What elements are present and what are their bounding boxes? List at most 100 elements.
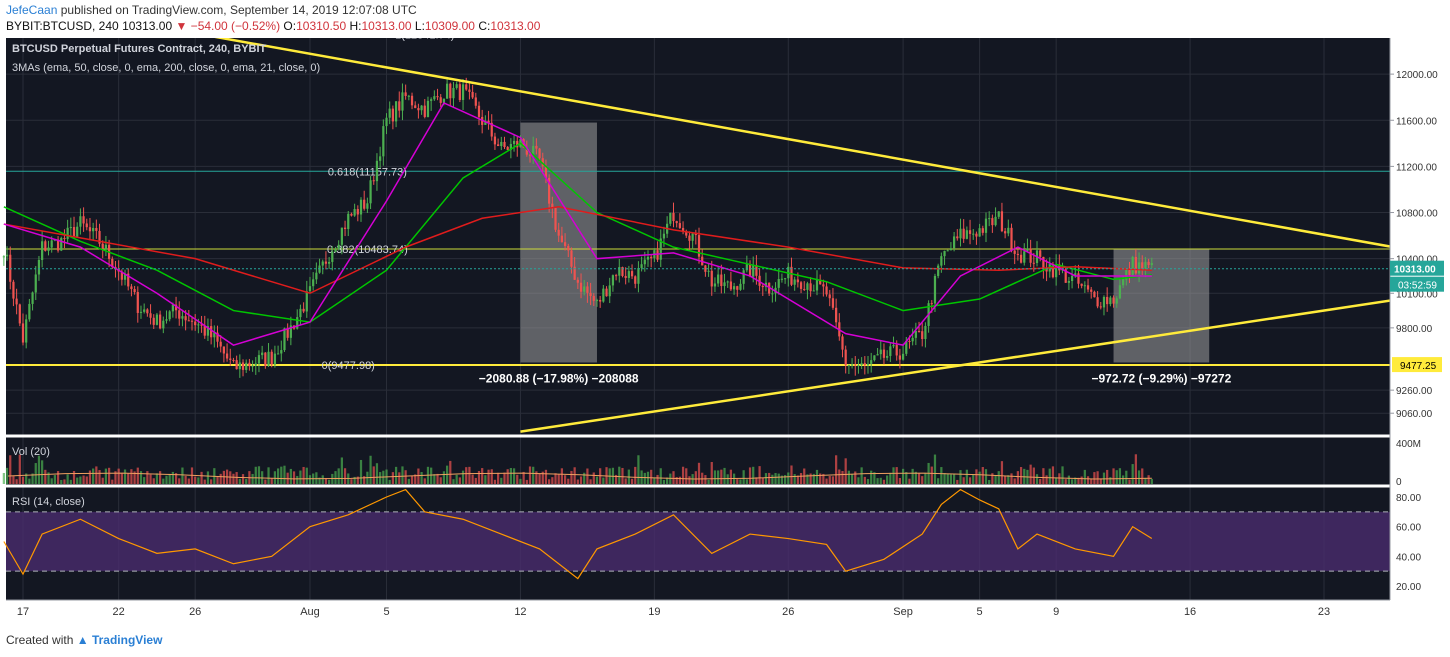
- volume-bar: [1144, 477, 1147, 484]
- volume-bar: [117, 468, 120, 484]
- time-tick-label: 26: [189, 606, 201, 618]
- candle-body: [1070, 275, 1074, 281]
- rsi-pane: [3, 488, 1390, 580]
- volume-bar: [1013, 478, 1016, 484]
- candle-body: [60, 237, 63, 251]
- price-tick-label: 10400.00: [1396, 255, 1438, 266]
- candle-body: [72, 227, 76, 237]
- candle-body: [937, 265, 940, 276]
- candle-body: [650, 256, 653, 259]
- candle-body: [471, 91, 474, 98]
- volume-bar: [152, 478, 155, 484]
- candle-body: [678, 223, 681, 228]
- candle-body: [445, 83, 449, 99]
- candle-body: [359, 199, 363, 215]
- candle-body: [15, 298, 18, 305]
- volume-bar: [541, 471, 544, 484]
- candle-body: [889, 346, 892, 356]
- volume-bar: [656, 474, 659, 484]
- candle-body: [21, 323, 25, 343]
- candle-body: [1016, 253, 1019, 255]
- candle-body: [1109, 297, 1112, 305]
- candle-body: [123, 273, 127, 280]
- volume-bar: [752, 466, 755, 484]
- candle-body: [1026, 248, 1029, 252]
- volume-bar: [321, 475, 324, 484]
- candle-body: [398, 101, 401, 111]
- volume-bar: [972, 474, 975, 484]
- volume-bar: [978, 471, 981, 484]
- candle-body: [133, 289, 136, 293]
- candle-body: [624, 275, 627, 278]
- volume-bar: [468, 466, 471, 484]
- volume-bar: [844, 458, 847, 484]
- candle-body: [69, 227, 72, 229]
- volume-bar: [717, 470, 720, 484]
- volume-bar: [497, 472, 500, 484]
- candle-body: [270, 351, 273, 365]
- symbol-label[interactable]: BYBIT:BTCUSD, 240: [6, 19, 119, 33]
- volume-bar: [1010, 473, 1013, 484]
- volume-bar: [1128, 479, 1131, 484]
- volume-bar: [15, 479, 18, 484]
- candle-body: [1144, 261, 1147, 269]
- candle-body: [88, 227, 92, 232]
- volume-bar: [197, 477, 200, 484]
- candle-body: [184, 316, 187, 321]
- candle-body: [532, 145, 535, 156]
- volume-bar: [930, 466, 933, 484]
- volume-bar: [959, 470, 962, 484]
- volume-bar: [653, 478, 656, 484]
- volume-bar: [956, 479, 959, 484]
- price-tick-label: 10800.00: [1396, 209, 1438, 220]
- candle-body: [672, 212, 675, 222]
- candle-body: [981, 228, 984, 233]
- text-labels: BTCUSD Perpetual Futures Contract, 240, …: [12, 43, 320, 508]
- candle-body: [528, 154, 532, 156]
- candle-body: [493, 136, 497, 145]
- candle-body: [717, 274, 720, 284]
- candle-body: [388, 108, 391, 118]
- volume-bar: [56, 471, 60, 484]
- candle-body: [691, 233, 694, 241]
- candle-body: [337, 244, 340, 250]
- author-link[interactable]: JefeCaan: [6, 3, 58, 17]
- volume-bar: [592, 472, 595, 484]
- volume-bar: [146, 471, 149, 484]
- volume-bar: [334, 471, 337, 484]
- volume-bar: [337, 468, 340, 484]
- chart-canvas[interactable]: −2080.88 (−17.98%) −208088 −972.72 (−9.29…: [0, 38, 1450, 630]
- footer-brand[interactable]: TradingView: [91, 633, 163, 647]
- volume-bar: [111, 479, 114, 484]
- volume-bar: [1029, 464, 1032, 484]
- candle-body: [5, 254, 9, 257]
- candle-body: [37, 259, 41, 275]
- candle-body: [254, 363, 257, 366]
- price-axis-background: [1390, 38, 1450, 600]
- candle-body: [379, 156, 382, 161]
- candle-body: [866, 363, 870, 366]
- candle-body: [315, 272, 318, 280]
- candle-body: [181, 316, 184, 319]
- candle-body: [1131, 256, 1134, 275]
- candle-body: [646, 256, 650, 260]
- volume-bar: [210, 479, 213, 484]
- volume-bar: [168, 473, 171, 484]
- candle-body: [353, 209, 356, 216]
- candle-body: [308, 286, 312, 292]
- candle-body: [414, 105, 417, 109]
- candle-body: [806, 283, 809, 290]
- volume-bar: [519, 478, 522, 484]
- volume-bar: [525, 479, 528, 484]
- volume-bar: [340, 457, 343, 484]
- volume-bar: [739, 479, 742, 484]
- trendlines[interactable]: [4, 38, 1440, 433]
- support-label: 9477.25: [1400, 361, 1437, 372]
- volume-bar: [968, 477, 972, 484]
- volume-bar: [315, 472, 318, 484]
- volume-bar: [461, 470, 465, 484]
- volume-bar: [455, 474, 458, 484]
- candle-body: [340, 227, 343, 245]
- candle-body: [1115, 298, 1118, 304]
- candle-body: [120, 271, 123, 280]
